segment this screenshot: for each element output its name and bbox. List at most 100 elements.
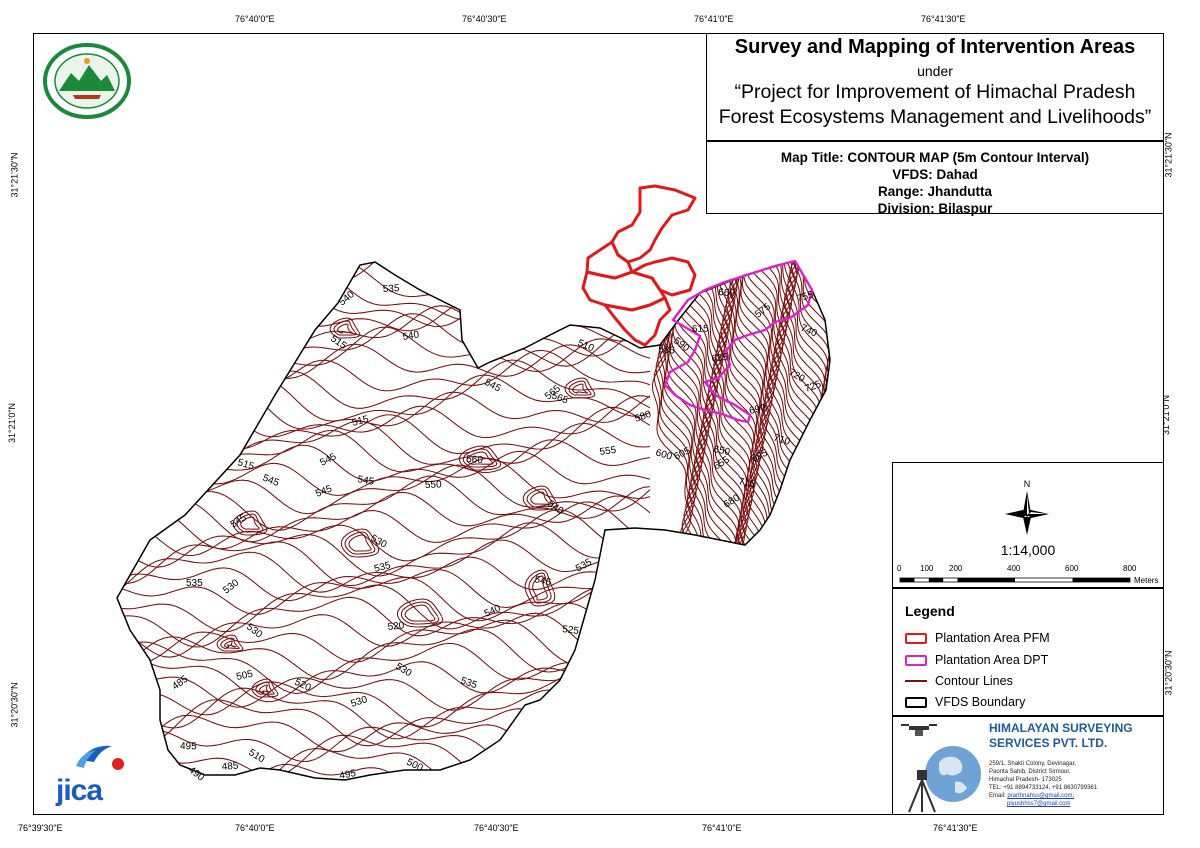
contour-loop (404, 604, 436, 622)
contour-label: 510 (246, 747, 266, 765)
coord-top-3: 76°41'0"E (694, 14, 734, 24)
company-address: 259/1, Shakti Colony, Devinagar, Paonta … (989, 760, 1097, 808)
contour-line (117, 359, 651, 409)
range-name: Range: Jhandutta (877, 184, 992, 199)
pfm-swatch-icon (905, 632, 927, 644)
contour-line-dense (722, 261, 784, 561)
contour-loop (329, 317, 361, 339)
contour-label: 555 (599, 445, 617, 458)
legend-item-pfm: Plantation Area PFM (905, 630, 1050, 646)
contour-loop (466, 451, 494, 465)
contour-label: 530 (244, 622, 264, 641)
contour-loop (223, 640, 237, 648)
survey-drone-globe-icon (901, 724, 981, 813)
contour-label: 725 (803, 379, 823, 395)
coord-bottom-1: 76°39'30"E (18, 823, 63, 833)
contour-label: 535 (186, 578, 203, 589)
contour-loop (337, 323, 354, 334)
contour-loop (530, 491, 550, 505)
contour-loop (572, 383, 589, 394)
contour-loop (400, 601, 440, 625)
contour-line (117, 556, 651, 609)
contour-loop (526, 488, 554, 508)
contour-label: 540 (337, 289, 357, 308)
contour-loop (524, 569, 556, 607)
contour-line-dense (691, 261, 756, 561)
legend-item-contour: Contour Lines (905, 673, 1013, 689)
contour-label: 545 (356, 474, 375, 488)
email-link-1[interactable]: prarthnahss@gmail.com, (1007, 793, 1075, 799)
scale-bar (899, 577, 1131, 583)
contour-line (117, 305, 651, 357)
map-title: Map Title: CONTOUR MAP (5m Contour Inter… (780, 150, 1090, 165)
contour-label: 545 (533, 574, 552, 589)
north-arrow-icon: N (1005, 479, 1049, 535)
contour-label: 550 (425, 479, 442, 491)
contour-line (117, 420, 651, 467)
contour-line (117, 261, 651, 293)
contour-line (117, 509, 651, 562)
contour-label: 690 (748, 402, 767, 417)
contour-line (117, 475, 651, 531)
scale-label-200: 200 (949, 564, 963, 573)
contour-line-dense (808, 261, 830, 561)
email-link-2[interactable]: piyushhss7@gmail.com (1007, 801, 1071, 807)
contour-label: 485 (221, 761, 239, 773)
company-name-line1: HIMALAYAN SURVEYING (989, 721, 1133, 735)
contour-label: 710 (772, 432, 792, 448)
contour-line (117, 596, 651, 648)
scale-label-400: 400 (1007, 564, 1021, 573)
plantation-pfm[interactable] (581, 184, 697, 347)
scale-box: N 1:14,000 0 100 200 400 600 800 Meters (892, 462, 1164, 588)
contour-line (117, 687, 651, 740)
contour-label: 585 (658, 344, 676, 357)
plantation-dpt[interactable] (663, 259, 814, 424)
contour-label: 515 (236, 457, 255, 472)
scale-unit: Meters (1134, 576, 1159, 585)
contour-loop (340, 528, 380, 558)
legend-label-pfm: Plantation Area PFM (935, 631, 1050, 645)
contour-line (117, 326, 651, 378)
contour-line-dense (783, 261, 830, 561)
jica-wordmark: JICA (55, 774, 103, 807)
scale-label-600: 600 (1065, 564, 1079, 573)
contour-label: 715 (737, 476, 756, 490)
jica-logo: JICA (55, 745, 124, 807)
contour-label: 530 (350, 694, 370, 710)
contour-loop (333, 320, 357, 336)
contour-label: 560 (466, 454, 484, 466)
title-project-line1: “Project for Improvement of Himachal Pra… (734, 81, 1136, 103)
legend-label-contour: Contour Lines (935, 674, 1013, 688)
contour-label: 535 (459, 675, 479, 691)
map-info-box: Map Title: CONTOUR MAP (5m Contour Inter… (706, 141, 1164, 216)
contour-label: 530 (393, 661, 413, 679)
legend-item-dpt: Plantation Area DPT (905, 652, 1048, 668)
contour-loop (232, 510, 268, 536)
address-line1: 259/1, Shakti Colony, Devinagar, (989, 761, 1076, 767)
coord-top-2: 76°40'30"E (462, 14, 507, 24)
contour-loop (348, 534, 372, 552)
scale-ratio: 1:14,000 (1000, 542, 1056, 558)
contour-line (117, 619, 651, 666)
contour-loop (216, 634, 244, 652)
email-label: Email: (989, 793, 1008, 799)
contour-line (117, 641, 651, 695)
contour-label: 540 (402, 329, 421, 343)
contour-line-dense (812, 261, 830, 561)
contour-line (117, 551, 651, 597)
legend-label-boundary: VFDS Boundary (935, 695, 1026, 709)
contour-loop (522, 485, 558, 511)
dpt-swatch-icon (905, 654, 927, 666)
contour-line (117, 584, 651, 633)
contour-label: 535 (373, 560, 392, 575)
contour-loop (462, 448, 498, 468)
contour-line (117, 464, 651, 515)
contour-loop (344, 531, 376, 555)
address-line3: Himachal Pradesh- 173025 (989, 777, 1062, 783)
contour-label: 755 (796, 289, 816, 305)
company-tel: TEL: +91 8894733124, +91 8630799361 (989, 785, 1098, 791)
scale-label-800: 800 (1123, 564, 1137, 573)
contour-line (117, 267, 651, 321)
contour-line (117, 522, 651, 577)
